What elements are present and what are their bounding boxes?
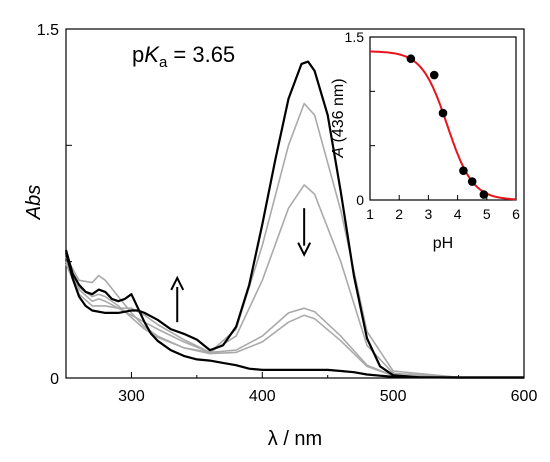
inset-data-point: [459, 166, 468, 175]
spectrum-line-1: [65, 261, 525, 379]
inset-y-tick-label: 1.5: [345, 29, 365, 45]
arrow-up-head: [170, 275, 185, 291]
main-y-axis-title: Abs: [23, 185, 45, 220]
inset-x-tick-label: 4: [454, 206, 462, 222]
inset-data-point: [479, 190, 489, 199]
inset-chart: 1 2 3 4 5 6 0 1.5 pH A (436 nm): [330, 29, 520, 252]
inset-axes: 1 2 3 4 5 6 0 1.5: [345, 29, 521, 222]
spectrum-line-0: [64, 249, 524, 379]
inset-plot-frame: [369, 36, 517, 201]
main-arrows: [170, 208, 312, 323]
arrow-down-head: [297, 242, 312, 257]
main-x-tick-label: 500: [380, 388, 407, 405]
main-x-tick-label: 400: [249, 388, 276, 405]
main-axes: 300 400 500 600 0 1.5: [37, 22, 538, 405]
inset-x-tick-label: 3: [425, 206, 433, 222]
spectrum-line-5: [64, 60, 524, 379]
main-x-tick-label: 300: [118, 388, 145, 405]
inset-x-tick-label: 2: [395, 206, 403, 222]
main-plot-frame: [65, 28, 525, 379]
inset-data-point: [429, 70, 439, 80]
inset-background: [370, 37, 516, 200]
main-y-tick-label: 0: [50, 371, 59, 388]
inset-y-axis-title: A (436 nm): [330, 78, 347, 158]
inset-x-axis-title: pH: [433, 235, 453, 252]
inset-x-tick-label: 5: [483, 206, 491, 222]
inset-data-point: [467, 177, 477, 186]
main-series-group: [64, 60, 525, 379]
main-x-axis-title: λ / nm: [268, 428, 322, 450]
main-x-tick-label: 600: [511, 388, 538, 405]
pka-annotation: pKa = 3.65: [132, 42, 235, 71]
inset-x-tick-label: 6: [512, 206, 520, 222]
inset-y-tick-label: 0: [356, 192, 364, 208]
main-y-tick-label: 1.5: [37, 22, 59, 39]
inset-points-group: [406, 54, 489, 199]
inset-x-tick-label: 1: [366, 206, 374, 222]
inset-data-point: [438, 108, 448, 118]
inset-data-point: [406, 54, 416, 64]
